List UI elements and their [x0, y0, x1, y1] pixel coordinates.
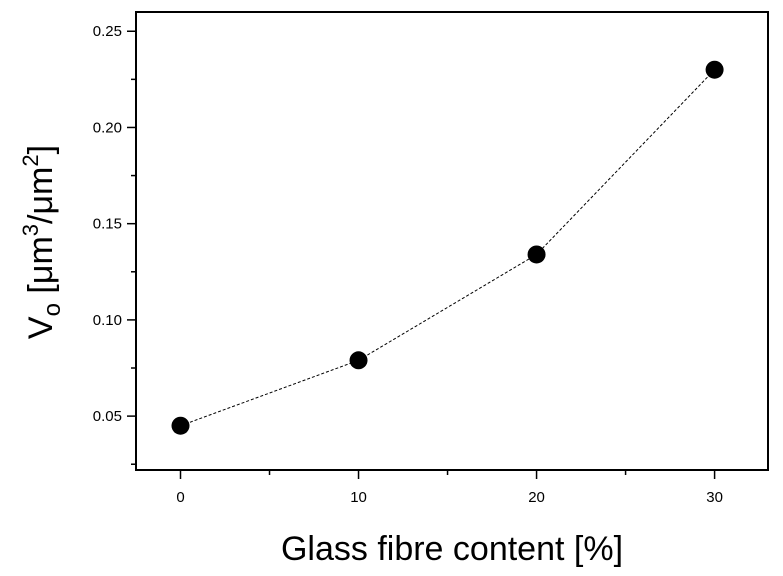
y-tick-label: 0.10	[93, 312, 122, 329]
axes: 0 10 20 30 0.05 0.10 0.15 0.20 0.25	[93, 23, 723, 506]
y-tick-label: 0.15	[93, 216, 122, 233]
series-line	[180, 69, 715, 427]
y-label-unit-open: [μm	[22, 236, 60, 303]
y-label-symbol: V	[22, 316, 60, 339]
data-point	[527, 245, 546, 264]
data-point	[349, 351, 368, 370]
y-axis-label: Vo [μm3/μm2]	[18, 145, 66, 339]
x-axis-label: Glass fibre content [%]	[281, 530, 623, 568]
y-label-subscript: o	[39, 303, 66, 316]
y-tick-label: 0.05	[93, 408, 122, 425]
y-label-unit-mid: /μm	[22, 167, 60, 224]
x-tick-label: 30	[706, 489, 723, 506]
y-label-sup-1: 3	[18, 224, 43, 236]
data-point	[705, 60, 724, 79]
data-point	[171, 416, 190, 435]
y-tick-label: 0.20	[93, 119, 122, 136]
x-tick-label: 0	[176, 489, 184, 506]
x-tick-label: 20	[528, 489, 545, 506]
y-label-unit-close: ]	[22, 145, 60, 154]
plot-frame	[135, 11, 769, 471]
y-label-sup-2: 2	[18, 154, 43, 166]
y-tick-label: 0.25	[93, 23, 122, 40]
series-main	[171, 60, 724, 435]
x-tick-label: 10	[350, 489, 367, 506]
